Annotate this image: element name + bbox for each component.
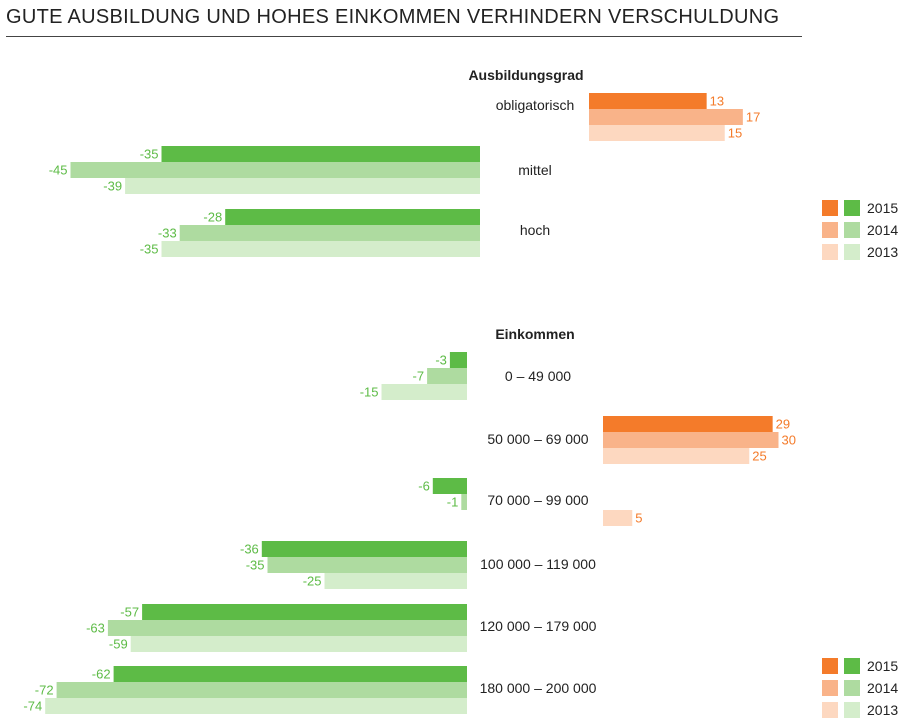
bar-2014	[589, 109, 743, 125]
chart-1-category-label: mittel	[518, 162, 551, 178]
bar-2013	[603, 448, 750, 464]
legend-swatch-orange	[822, 200, 838, 216]
data-label: -35	[140, 147, 159, 162]
title-rule	[6, 36, 802, 37]
legend-swatch-green	[844, 658, 860, 674]
chart-1-category-label: hoch	[520, 222, 550, 238]
bar-2015	[113, 666, 467, 682]
legend-label-2014: 2014	[867, 680, 898, 696]
chart-2-heading: Einkommen	[495, 326, 574, 342]
chart-1-category-label: obligatorisch	[496, 97, 575, 113]
chart-2-category-label: 50 000 – 69 000	[487, 431, 588, 447]
legend-swatch-orange	[822, 702, 838, 718]
data-label: -35	[140, 242, 159, 257]
bar-2015	[449, 352, 467, 368]
data-label: 15	[728, 126, 742, 141]
legend-swatch-green	[844, 244, 860, 260]
bar-2013	[603, 510, 633, 526]
data-label: 5	[635, 511, 642, 526]
data-label: -7	[413, 369, 425, 384]
data-label: -57	[120, 605, 139, 620]
legend-label-2013: 2013	[867, 244, 898, 260]
bar-2014	[603, 432, 779, 448]
bar-2014	[70, 162, 480, 178]
legend-swatch-green	[844, 702, 860, 718]
data-label: 13	[710, 94, 724, 109]
data-label: -62	[92, 667, 111, 682]
legend-label-2014: 2014	[867, 222, 898, 238]
data-label: 25	[752, 449, 766, 464]
bar-2013	[125, 178, 480, 194]
chart-1-heading: Ausbildungsgrad	[468, 67, 583, 83]
data-label: -36	[240, 542, 259, 557]
bar-2014	[427, 368, 467, 384]
data-label: 30	[782, 433, 796, 448]
bar-2013	[130, 636, 467, 652]
bar-2015	[225, 209, 480, 225]
legend-label-2015: 2015	[867, 200, 898, 216]
bar-2015	[261, 541, 467, 557]
data-label: -59	[109, 637, 128, 652]
chart-2-category-label: 100 000 – 119 000	[480, 556, 596, 572]
legend-swatch-orange	[822, 244, 838, 260]
data-label: -39	[103, 179, 122, 194]
chart-title: GUTE AUSBILDUNG UND HOHES EINKOMMEN VERH…	[6, 6, 780, 28]
bar-2014	[56, 682, 467, 698]
data-label: -1	[447, 495, 459, 510]
bar-2015	[432, 478, 467, 494]
data-label: -15	[360, 385, 379, 400]
legend-swatch-green	[844, 680, 860, 696]
bar-2015	[603, 416, 773, 432]
legend-swatch-orange	[822, 658, 838, 674]
data-label: -28	[203, 210, 222, 225]
data-label: -3	[435, 353, 447, 368]
legend-swatch-orange	[822, 222, 838, 238]
bar-2013	[161, 241, 480, 257]
legend-swatch-green	[844, 200, 860, 216]
data-label: 29	[776, 417, 790, 432]
bar-2015	[142, 604, 467, 620]
bar-2015	[589, 93, 707, 109]
data-label: -45	[49, 163, 68, 178]
data-label: -25	[303, 574, 322, 589]
data-label: -72	[35, 683, 54, 698]
data-label: 17	[746, 110, 760, 125]
legend-swatch-orange	[822, 680, 838, 696]
data-label: -6	[418, 479, 430, 494]
bar-2014	[461, 494, 467, 510]
bar-2014	[267, 557, 467, 573]
bar-2014	[179, 225, 480, 241]
bar-2013	[589, 125, 725, 141]
legend-label-2013: 2013	[867, 702, 898, 718]
data-label: -35	[246, 558, 265, 573]
chart-2-category-label: 0 – 49 000	[505, 368, 571, 384]
bar-2013	[381, 384, 467, 400]
data-label: -74	[23, 699, 42, 714]
chart-2-category-label: 120 000 – 179 000	[480, 618, 597, 634]
legend-swatch-green	[844, 222, 860, 238]
bar-2013	[324, 573, 467, 589]
bar-2013	[45, 698, 467, 714]
data-label: -63	[86, 621, 105, 636]
chart-2-category-label: 70 000 – 99 000	[487, 492, 588, 508]
data-label: -33	[158, 226, 177, 241]
legend-label-2015: 2015	[867, 658, 898, 674]
chart-2-category-label: 180 000 – 200 000	[480, 680, 597, 696]
bar-2015	[161, 146, 480, 162]
bar-2014	[107, 620, 468, 636]
